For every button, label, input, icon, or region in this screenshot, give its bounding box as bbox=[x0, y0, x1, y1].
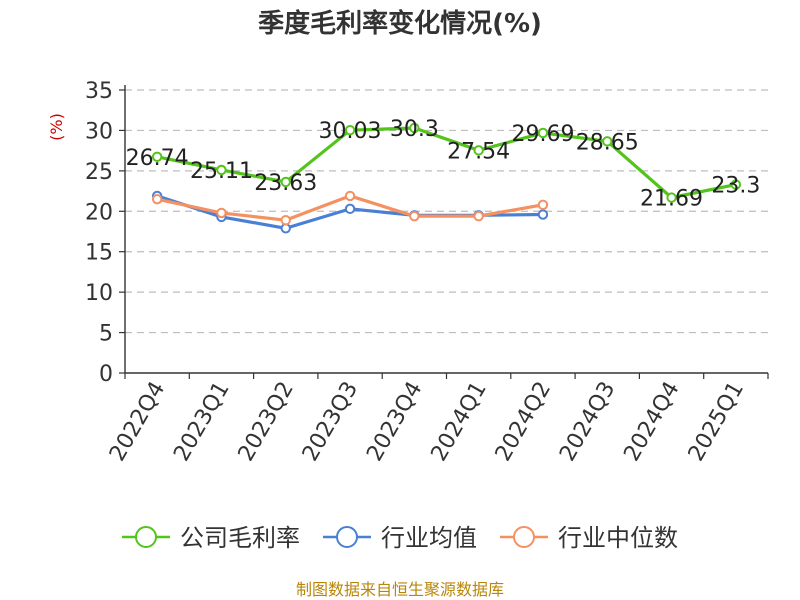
x-tick-label: 2024Q4 bbox=[619, 378, 684, 466]
data-point bbox=[216, 164, 227, 176]
y-tick-label: 25 bbox=[85, 160, 113, 185]
data-label: 28.65 bbox=[576, 130, 639, 155]
data-point bbox=[537, 199, 549, 211]
data-point bbox=[216, 207, 227, 219]
data-point bbox=[151, 193, 163, 205]
data-point bbox=[344, 190, 356, 202]
source-note: 制图数据来自恒生聚源数据库 bbox=[296, 580, 504, 599]
series-line bbox=[156, 126, 737, 200]
legend-marker bbox=[336, 526, 358, 548]
chart-title: 季度毛利率变化情况(%) bbox=[258, 8, 542, 39]
data-point bbox=[537, 127, 549, 139]
data-label: 25.11 bbox=[190, 159, 253, 184]
legend-label: 行业均值 bbox=[381, 524, 477, 552]
data-point bbox=[280, 214, 291, 226]
y-tick-label: 30 bbox=[85, 119, 113, 144]
data-point bbox=[409, 210, 420, 222]
data-label: 23.63 bbox=[254, 171, 317, 196]
data-point bbox=[409, 122, 420, 134]
data-label: 23.3 bbox=[711, 174, 760, 199]
data-point bbox=[537, 209, 549, 220]
x-tick-label: 2025Q1 bbox=[684, 378, 749, 466]
data-label: 30.03 bbox=[319, 119, 382, 144]
data-label: 29.69 bbox=[511, 122, 574, 147]
y-tick-label: 5 bbox=[99, 322, 113, 347]
x-tick-label: 2024Q2 bbox=[491, 378, 556, 466]
y-tick-label: 0 bbox=[99, 362, 113, 387]
x-tick-label: 2023Q3 bbox=[298, 378, 363, 466]
legend-marker bbox=[513, 526, 535, 548]
legend-label: 行业中位数 bbox=[558, 524, 678, 552]
data-label: 26.74 bbox=[126, 146, 189, 171]
data-point bbox=[151, 151, 163, 162]
data-point bbox=[473, 210, 484, 222]
y-tick-label: 20 bbox=[85, 200, 113, 225]
data-label: 21.69 bbox=[640, 187, 703, 212]
data-point bbox=[344, 124, 356, 136]
legend-marker bbox=[135, 526, 157, 548]
y-axis-unit: (%) bbox=[47, 113, 66, 141]
x-tick-label: 2023Q4 bbox=[362, 378, 427, 466]
x-tick-label: 2023Q2 bbox=[234, 378, 299, 466]
data-label: 30.3 bbox=[390, 117, 439, 142]
x-tick-label: 2024Q3 bbox=[555, 378, 620, 466]
data-point bbox=[730, 179, 742, 190]
data-label: 27.54 bbox=[447, 139, 510, 164]
x-tick-label: 2024Q1 bbox=[427, 378, 492, 466]
data-point bbox=[344, 203, 356, 215]
data-point bbox=[280, 176, 291, 188]
x-tick-label: 2023Q1 bbox=[169, 378, 234, 466]
y-tick-label: 35 bbox=[85, 79, 113, 104]
legend-label: 公司毛利率 bbox=[180, 524, 300, 552]
y-tick-label: 10 bbox=[85, 281, 113, 306]
legend: 公司毛利率 行业均值 行业中位数 bbox=[122, 524, 678, 552]
data-point bbox=[473, 145, 484, 156]
series-lines bbox=[151, 122, 742, 234]
x-tick-label: 2022Q4 bbox=[105, 378, 170, 466]
y-tick-label: 15 bbox=[85, 241, 113, 266]
data-point bbox=[602, 136, 613, 147]
data-point bbox=[666, 192, 677, 203]
